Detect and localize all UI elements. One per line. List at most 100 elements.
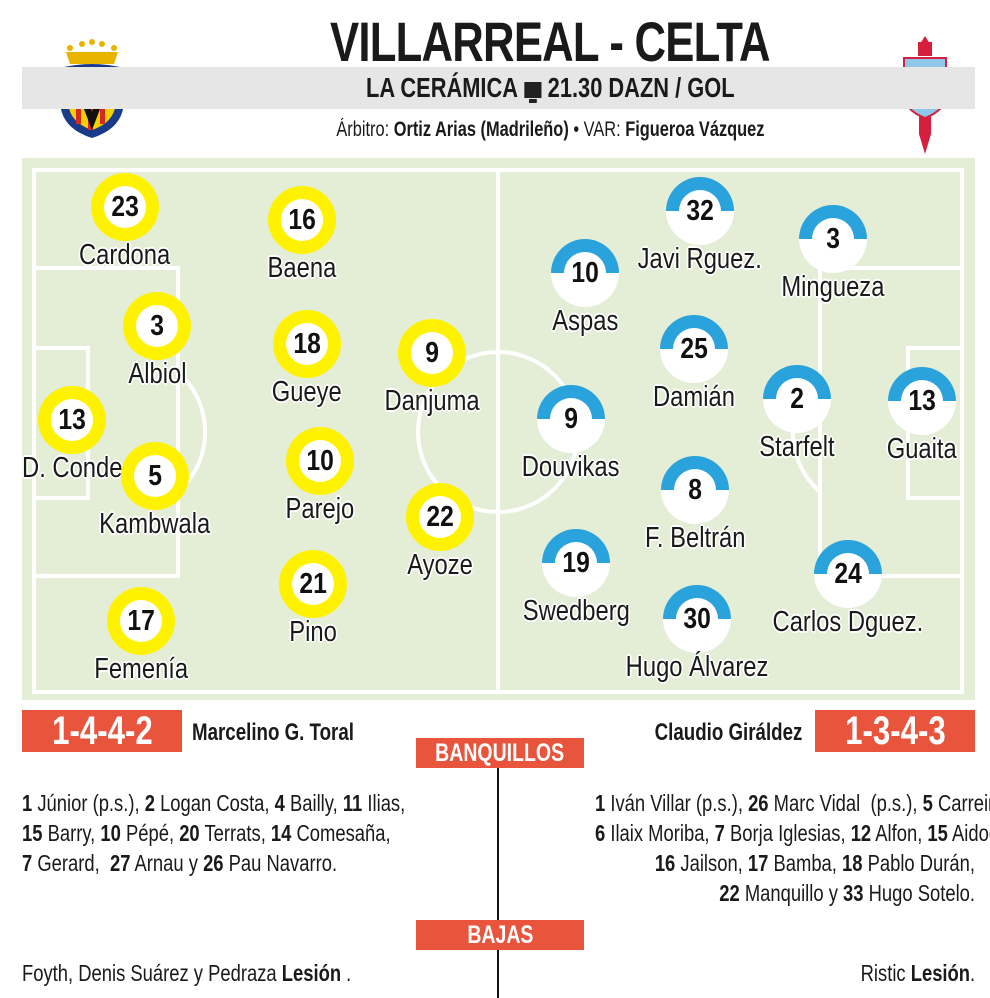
shirt-number-badge: 21 <box>279 550 347 618</box>
bench-name: Alfon, <box>871 820 928 846</box>
away-bench: 1 Iván Villar (p.s.), 26 Marc Vidal (p.s… <box>500 788 990 908</box>
shirt-number-badge: 19 <box>542 529 610 597</box>
bench-name: Bailly, <box>284 790 343 816</box>
bench-name: Pau Navarro. <box>223 850 338 876</box>
television-icon <box>523 81 542 103</box>
bench-line: 6 Ilaix Moriba, 7 Borja Iglesias, 12 Alf… <box>595 818 990 848</box>
player-name: Guaita <box>886 433 958 465</box>
bench-number: 27 <box>109 850 131 876</box>
shirt-number-badge: 17 <box>107 587 175 655</box>
bench-name: Gerard, <box>32 850 110 876</box>
divider <box>497 768 499 998</box>
bench-number: 10 <box>100 820 121 846</box>
player-name: Parejo <box>285 493 355 525</box>
player-name: D. Conde <box>21 452 123 484</box>
player-name: Aspas <box>551 305 619 337</box>
home-coach: Marcelino G. Toral <box>192 719 354 746</box>
broadcast: 21.30 DAZN / GOL <box>547 72 735 103</box>
shirt-number: 9 <box>425 337 439 369</box>
shirt-number: 32 <box>686 195 714 227</box>
shirt-number: 8 <box>688 474 702 506</box>
bench-number: 20 <box>179 820 200 846</box>
bench-name: Terrats, <box>199 820 271 846</box>
bench-name: Pablo Durán, <box>862 850 975 876</box>
referee: Ortiz Arias (Madrileño) <box>393 118 569 141</box>
home-formation: 1-4-4-2 <box>22 710 182 752</box>
shirt-number: 25 <box>680 333 708 365</box>
var-referee: Figueroa Vázquez <box>624 118 765 141</box>
shirt-number: 5 <box>148 460 162 492</box>
bench-number: 1 <box>595 790 606 816</box>
player-name: Gueye <box>271 376 343 408</box>
player-name: Swedberg <box>522 595 630 627</box>
shirt-number: 16 <box>288 204 316 236</box>
shirt-number-badge: 3 <box>123 292 191 360</box>
bench-name: Borja Iglesias, <box>724 820 851 846</box>
shirt-number-badge: 13 <box>38 386 106 454</box>
shirt-number: 22 <box>426 501 454 533</box>
bench-number: 15 <box>22 820 43 846</box>
player-name: Javi Rguez. <box>637 243 763 275</box>
bench-name: Comesaña, <box>291 820 391 846</box>
pitch: 23 Cardona 16 Baena 3 Albiol 18 Gueye 9 Danjuma 13… <box>22 158 975 700</box>
player-name: Cardona <box>79 239 171 271</box>
player-name: Danjuma <box>384 385 480 417</box>
shirt-number-badge: 25 <box>660 315 728 383</box>
shirt-number-badge: 18 <box>273 310 341 378</box>
player-name: Femenía <box>94 653 188 685</box>
bench-line: 1 Júnior (p.s.), 2 Logan Costa, 4 Bailly… <box>22 788 406 818</box>
shirt-number: 23 <box>111 191 139 223</box>
bench-name: Hugo Sotelo. <box>863 880 975 906</box>
player-name: Douvikas <box>522 451 620 483</box>
venue: LA CERÁMICA <box>365 72 518 103</box>
bench-heading: BANQUILLOS <box>416 738 584 768</box>
bench-number: 16 <box>654 850 676 876</box>
player-name: Hugo Álvarez <box>625 651 769 683</box>
shirt-number-badge: 9 <box>537 385 605 453</box>
shirt-number-badge: 10 <box>551 239 619 307</box>
bench-name: Ilias, <box>362 790 406 816</box>
shirt-number: 9 <box>564 403 578 435</box>
match-info: LA CERÁMICA 21.30 DAZN / GOL <box>250 70 850 106</box>
bench-number: 26 <box>203 850 224 876</box>
bench-number: 2 <box>144 790 155 816</box>
bench-line: 1 Iván Villar (p.s.), 26 Marc Vidal (p.s… <box>595 788 990 818</box>
away-absences: Ristic Lesión. <box>860 960 975 986</box>
bench-number: 22 <box>719 880 740 906</box>
shirt-number: 3 <box>826 223 840 255</box>
player-name: Ayoze <box>407 549 473 581</box>
shirt-number-badge: 9 <box>398 319 466 387</box>
shirt-number: 19 <box>562 547 590 579</box>
shirt-number-badge: 10 <box>286 427 354 495</box>
bench-name: Arnau y <box>130 850 204 876</box>
shirt-number: 10 <box>306 445 334 477</box>
bench-number: 18 <box>842 850 863 876</box>
bench-number: 6 <box>595 820 606 846</box>
bench-number: 26 <box>748 790 769 816</box>
shirt-number: 30 <box>683 603 711 635</box>
shirt-number: 17 <box>127 605 155 637</box>
shirt-number-badge: 13 <box>888 367 956 435</box>
bench-number: 1 <box>22 790 33 816</box>
bench-number: 17 <box>747 850 769 876</box>
bench-line: 22 Manquillo y 33 Hugo Sotelo. <box>595 878 975 908</box>
bench-number: 33 <box>843 880 864 906</box>
bench-name: Ilaix Moriba, <box>605 820 715 846</box>
separator: • <box>572 118 579 141</box>
bench-name: Pépé, <box>120 820 180 846</box>
referee-label: Árbitro: <box>335 118 389 141</box>
bench-name: Marc Vidal (p.s.), <box>768 790 923 816</box>
bench-name: Aidoo, <box>951 820 990 846</box>
bench-number: 7 <box>714 820 725 846</box>
bench-number: 4 <box>274 790 285 816</box>
shirt-number-badge: 32 <box>666 177 734 245</box>
bench-name: Logan Costa, <box>154 790 275 816</box>
shirt-number: 21 <box>299 568 327 600</box>
match-title: VILLARREAL - CELTA <box>330 10 771 73</box>
bench-number: 5 <box>922 790 933 816</box>
bench-name: Iván Villar (p.s.), <box>605 790 749 816</box>
bench-line: 15 Barry, 10 Pépé, 20 Terrats, 14 Comesa… <box>22 818 402 848</box>
player-name: Albiol <box>127 358 187 390</box>
player-name: F. Beltrán <box>644 522 746 554</box>
shirt-number-badge: 24 <box>814 540 882 608</box>
